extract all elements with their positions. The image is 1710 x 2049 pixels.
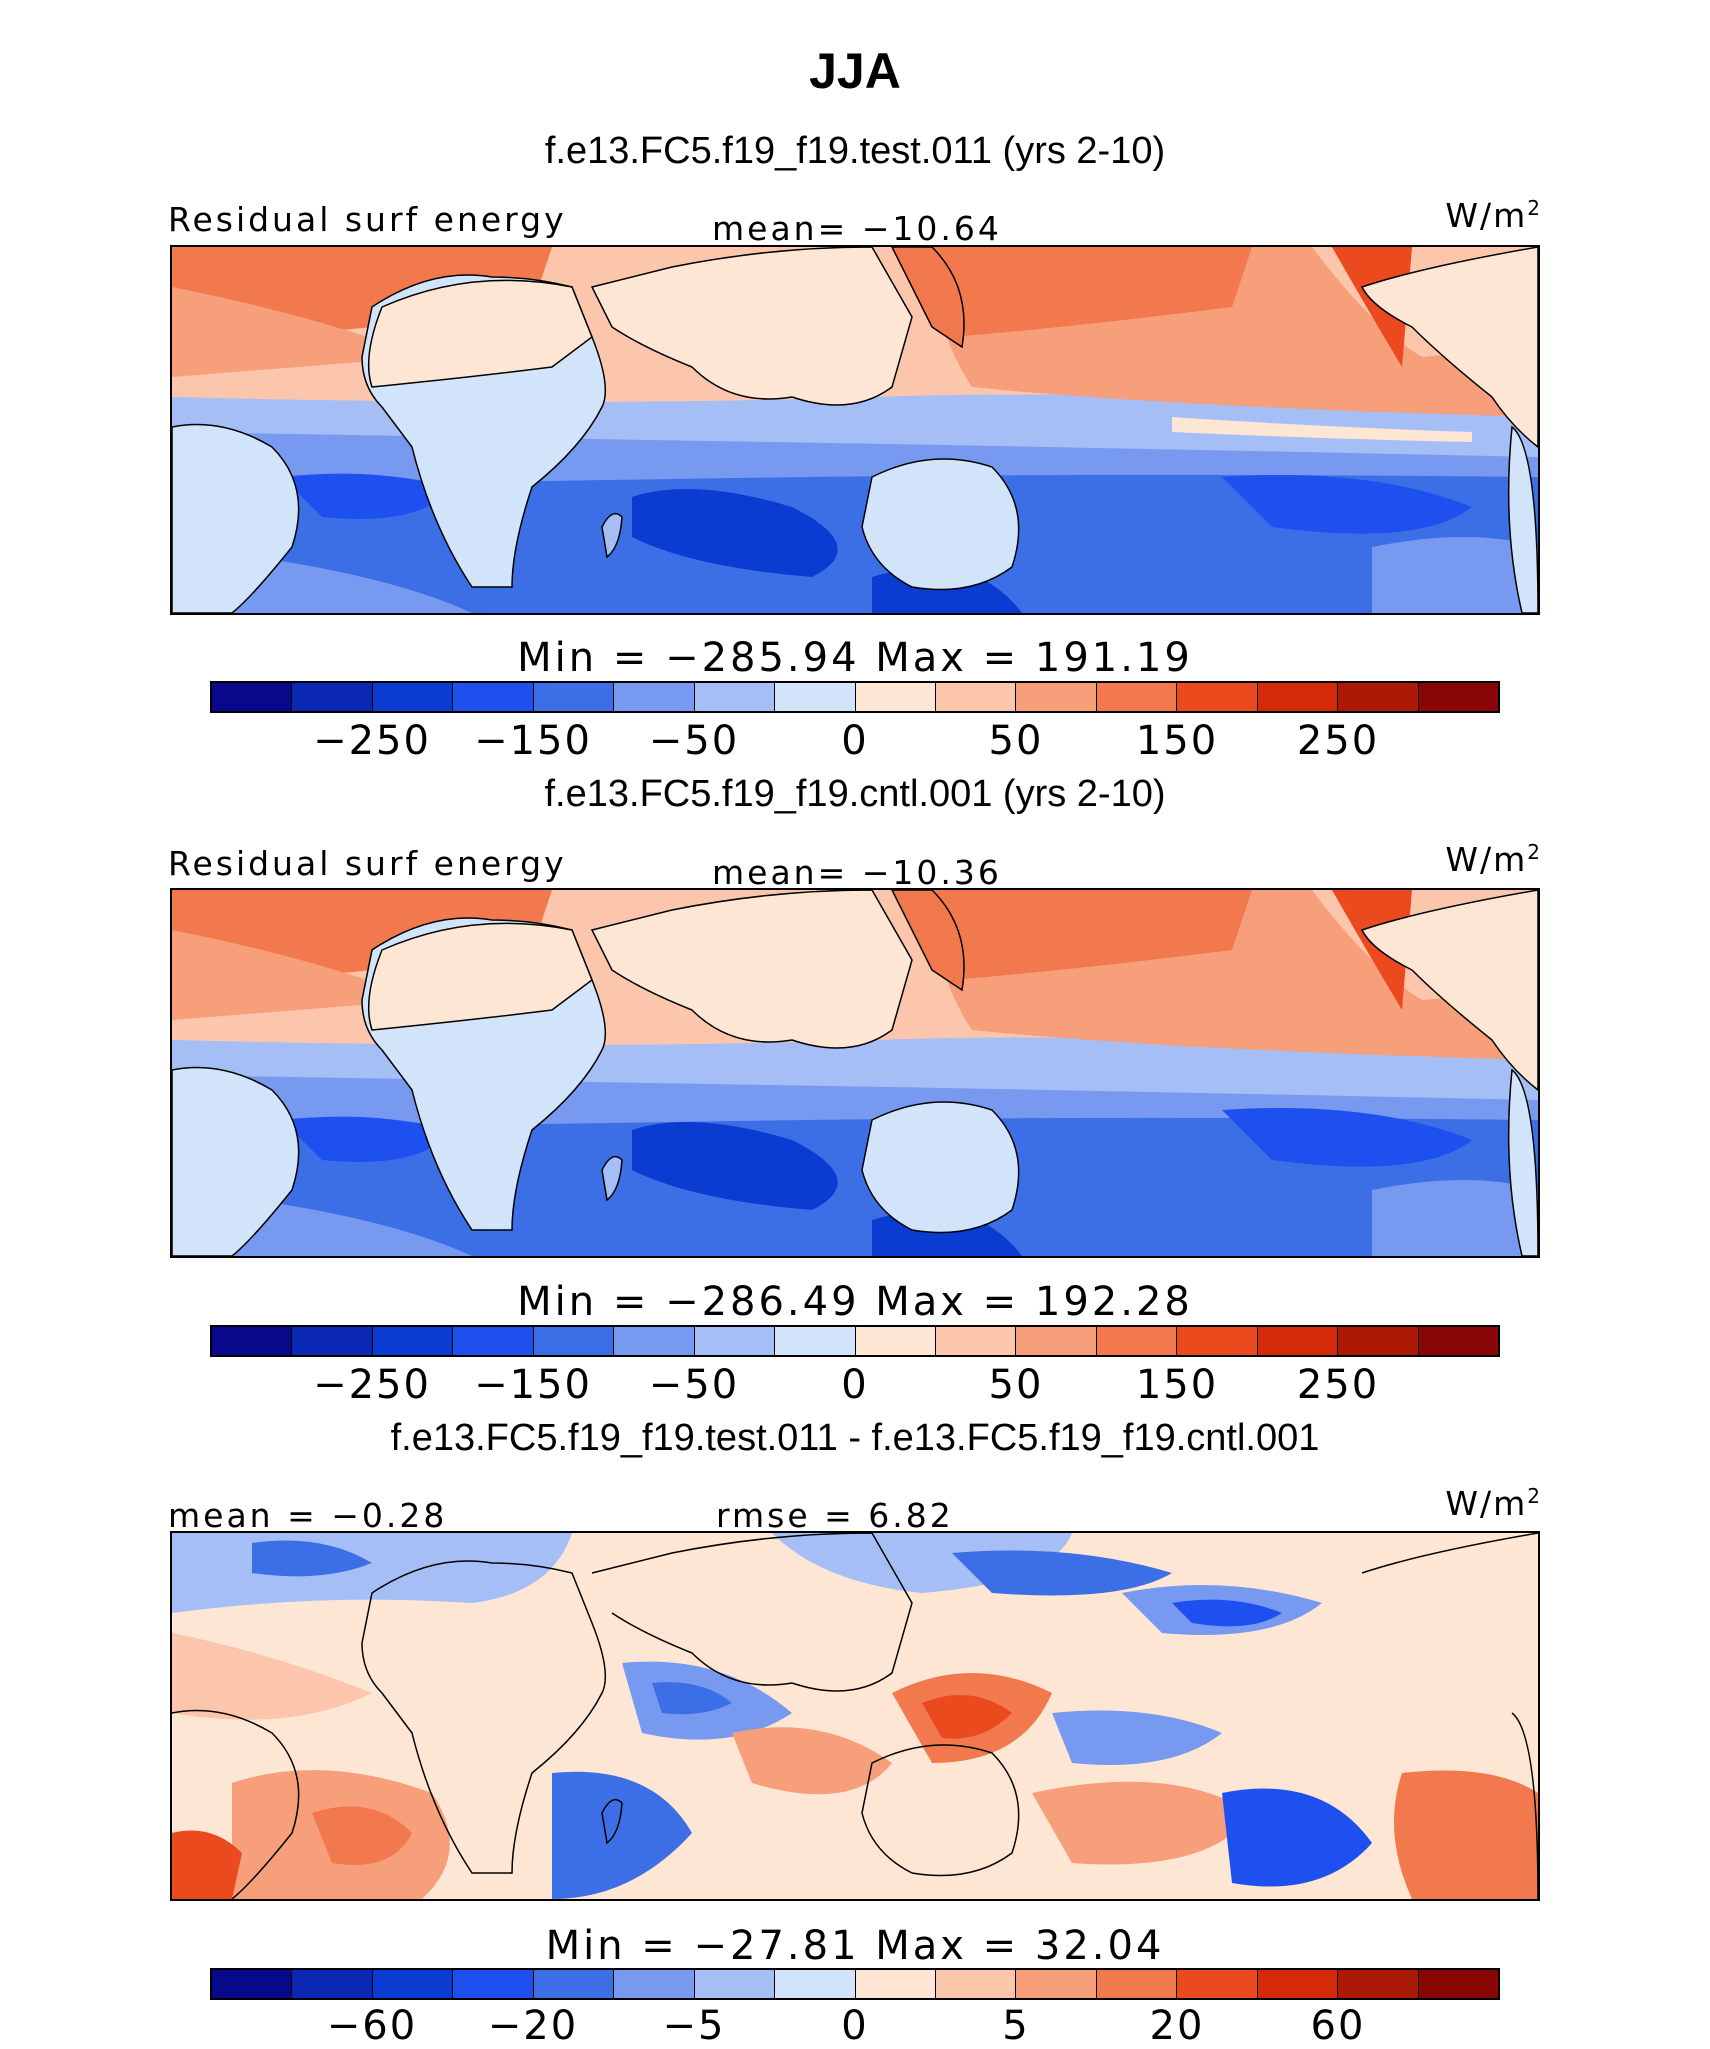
colorbar-tick: 0 xyxy=(841,2003,869,2049)
colorbar-tick: −20 xyxy=(487,2003,579,2049)
colorbar-tick: −60 xyxy=(326,2003,418,2049)
colorbar-swatch xyxy=(935,1327,1017,1355)
colorbar-swatch xyxy=(1338,683,1419,711)
colorbar-swatch xyxy=(1177,1327,1258,1355)
panel-3-mean-label: mean = −0.28 xyxy=(168,1496,448,1535)
colorbar-tick: 50 xyxy=(988,718,1044,764)
panel-1-mean-label: mean= −10.64 xyxy=(712,209,1002,248)
panel-2-run-title: f.e13.FC5.f19_f19.cntl.001 (yrs 2-10) xyxy=(544,773,1166,815)
colorbar-swatch xyxy=(1016,1970,1097,1998)
colorbar-tick: 5 xyxy=(1002,2003,1030,2049)
panel-2-map xyxy=(170,888,1540,1258)
panel-2-colorbar xyxy=(210,1325,1500,1357)
colorbar-tick: 250 xyxy=(1296,718,1380,764)
colorbar-swatch xyxy=(694,683,776,711)
colorbar-swatch xyxy=(775,1970,856,1998)
colorbar-swatch xyxy=(855,683,936,711)
panel-3-map xyxy=(170,1531,1540,1901)
colorbar-swatch xyxy=(1418,1970,1498,1998)
land-masses xyxy=(172,1533,1538,1899)
colorbar-swatch xyxy=(212,1327,293,1355)
colorbar-tick: −150 xyxy=(474,1362,592,1408)
colorbar-swatch xyxy=(775,1327,856,1355)
panel-1-colorbar xyxy=(210,681,1500,713)
panel-2-variable-label: Residual surf energy xyxy=(168,844,567,883)
colorbar-swatch xyxy=(1338,1327,1419,1355)
colorbar-swatch xyxy=(372,1327,454,1355)
colorbar-swatch xyxy=(855,1327,936,1355)
panel-2-mean-label: mean= −10.36 xyxy=(712,853,1002,892)
colorbar-swatch xyxy=(694,1327,776,1355)
colorbar-swatch xyxy=(533,1970,615,1998)
colorbar-swatch xyxy=(1257,1327,1339,1355)
colorbar-swatch xyxy=(1096,1327,1178,1355)
colorbar-tick: 250 xyxy=(1296,1362,1380,1408)
colorbar-swatch xyxy=(1096,683,1178,711)
land-masses xyxy=(172,890,1538,1256)
colorbar-swatch xyxy=(614,1970,695,1998)
colorbar-swatch xyxy=(533,683,615,711)
colorbar-swatch xyxy=(372,1970,454,1998)
colorbar-swatch xyxy=(212,683,293,711)
colorbar-swatch xyxy=(1418,683,1498,711)
colorbar-swatch xyxy=(453,1327,534,1355)
colorbar-swatch xyxy=(533,1327,615,1355)
colorbar-swatch xyxy=(292,683,373,711)
panel-3-min-max: Min = −27.81 Max = 32.04 xyxy=(545,1923,1165,1969)
panel-1-variable-label: Residual surf energy xyxy=(168,200,567,239)
colorbar-swatch xyxy=(1418,1327,1498,1355)
colorbar-swatch xyxy=(935,1970,1017,1998)
colorbar-tick: −5 xyxy=(662,2003,726,2049)
colorbar-tick: 150 xyxy=(1135,1362,1219,1408)
colorbar-swatch xyxy=(292,1970,373,1998)
ocean-field xyxy=(172,1533,1538,1899)
colorbar-swatch xyxy=(1257,1970,1339,1998)
colorbar-swatch xyxy=(1177,683,1258,711)
colorbar-swatch xyxy=(453,683,534,711)
colorbar-tick: 60 xyxy=(1310,2003,1366,2049)
colorbar-tick: −150 xyxy=(474,718,592,764)
panel-3-units: W/m2 xyxy=(1445,1484,1542,1523)
panel-1-units: W/m2 xyxy=(1445,196,1542,235)
panel-2-min-max: Min = −286.49 Max = 192.28 xyxy=(517,1279,1193,1325)
panel-1-map xyxy=(170,245,1540,615)
panel-3-run-title: f.e13.FC5.f19_f19.test.011 - f.e13.FC5.f… xyxy=(390,1417,1320,1459)
panel-3-colorbar xyxy=(210,1968,1500,2000)
colorbar-tick: 0 xyxy=(841,718,869,764)
colorbar-tick: 20 xyxy=(1149,2003,1205,2049)
colorbar-tick: 0 xyxy=(841,1362,869,1408)
panel-1-run-title: f.e13.FC5.f19_f19.test.011 (yrs 2-10) xyxy=(544,130,1166,172)
colorbar-swatch xyxy=(453,1970,534,1998)
panel-3-rmse-label: rmse = 6.82 xyxy=(716,1496,954,1535)
colorbar-swatch xyxy=(1096,1970,1178,1998)
figure-title: JJA xyxy=(809,43,901,99)
colorbar-swatch xyxy=(1016,683,1097,711)
colorbar-swatch xyxy=(855,1970,936,1998)
colorbar-swatch xyxy=(1177,1970,1258,1998)
colorbar-swatch xyxy=(1016,1327,1097,1355)
colorbar-tick: −50 xyxy=(648,718,740,764)
colorbar-swatch xyxy=(212,1970,293,1998)
colorbar-swatch xyxy=(775,683,856,711)
colorbar-swatch xyxy=(614,683,695,711)
colorbar-swatch xyxy=(372,683,454,711)
colorbar-tick: 50 xyxy=(988,1362,1044,1408)
colorbar-swatch xyxy=(292,1327,373,1355)
colorbar-tick: −250 xyxy=(313,1362,431,1408)
colorbar-tick: −50 xyxy=(648,1362,740,1408)
colorbar-swatch xyxy=(694,1970,776,1998)
colorbar-swatch xyxy=(935,683,1017,711)
land-masses xyxy=(172,247,1538,613)
colorbar-swatch xyxy=(614,1327,695,1355)
panel-2-units: W/m2 xyxy=(1445,840,1542,879)
colorbar-tick: 150 xyxy=(1135,718,1219,764)
panel-1-min-max: Min = −285.94 Max = 191.19 xyxy=(517,635,1193,681)
colorbar-tick: −250 xyxy=(313,718,431,764)
colorbar-swatch xyxy=(1257,683,1339,711)
colorbar-swatch xyxy=(1338,1970,1419,1998)
